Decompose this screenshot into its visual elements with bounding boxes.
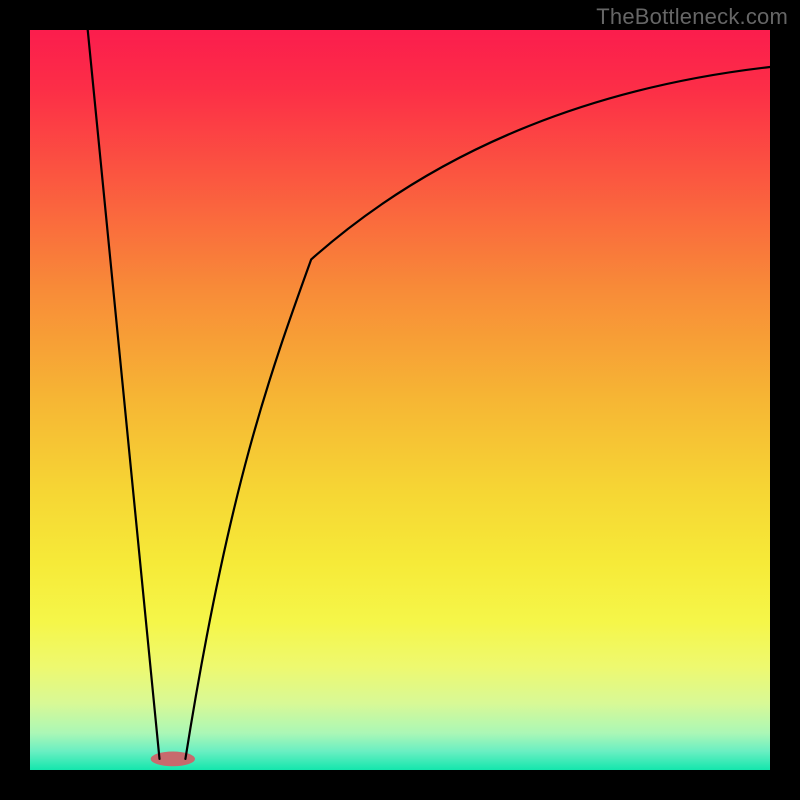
watermark-text: TheBottleneck.com: [596, 4, 788, 30]
bottleneck-chart: [0, 0, 800, 800]
plot-area: [30, 30, 770, 770]
bottleneck-marker: [151, 752, 195, 767]
